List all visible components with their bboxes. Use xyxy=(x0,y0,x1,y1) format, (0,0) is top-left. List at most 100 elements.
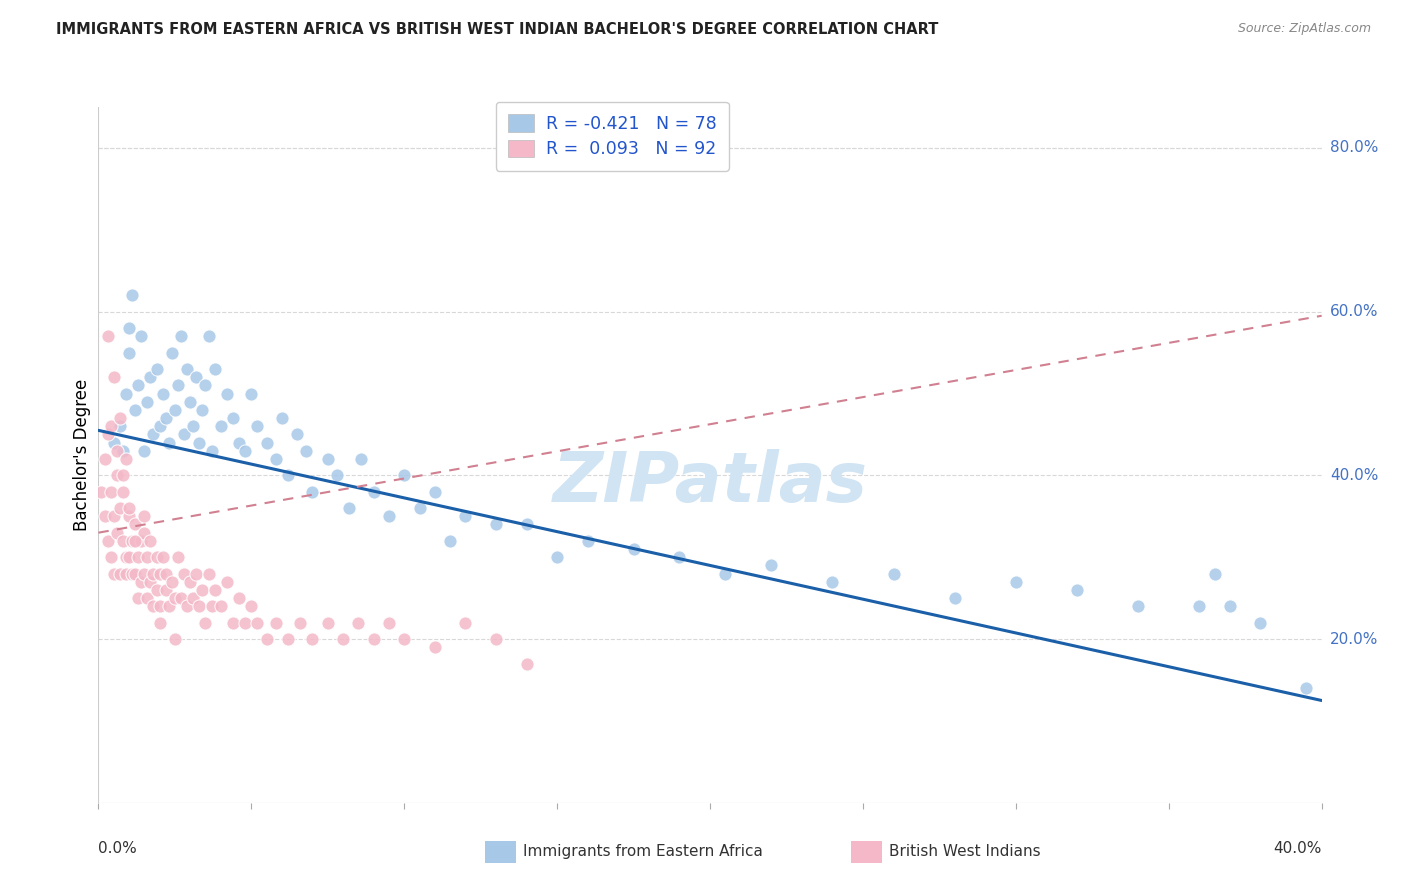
Text: British West Indians: British West Indians xyxy=(889,845,1040,859)
Point xyxy=(378,509,401,524)
Y-axis label: Bachelor's Degree: Bachelor's Degree xyxy=(73,379,91,531)
Point xyxy=(485,517,508,532)
Point xyxy=(167,378,190,392)
Point xyxy=(124,517,146,532)
Point xyxy=(181,591,204,606)
Text: 40.0%: 40.0% xyxy=(1330,468,1378,483)
Point xyxy=(546,550,568,565)
Point xyxy=(160,574,183,589)
Point xyxy=(145,362,167,376)
Point xyxy=(576,533,599,548)
Point xyxy=(1204,566,1226,581)
Point xyxy=(316,615,339,630)
Point xyxy=(118,550,141,565)
Point xyxy=(136,550,159,565)
Point xyxy=(115,566,138,581)
Point xyxy=(134,443,156,458)
Point xyxy=(124,403,146,417)
Point xyxy=(186,370,208,384)
Point xyxy=(301,484,323,499)
Point xyxy=(115,550,138,565)
Text: Source: ZipAtlas.com: Source: ZipAtlas.com xyxy=(1237,22,1371,36)
Point xyxy=(134,566,156,581)
Point xyxy=(392,468,416,483)
Point xyxy=(197,329,219,343)
Point xyxy=(105,443,128,458)
Point xyxy=(246,419,269,434)
Point xyxy=(152,550,174,565)
Point xyxy=(516,517,538,532)
Point xyxy=(129,574,152,589)
Point xyxy=(124,533,146,548)
Point xyxy=(228,591,250,606)
Point xyxy=(363,632,385,646)
Point xyxy=(439,533,461,548)
Point xyxy=(173,566,195,581)
Point xyxy=(256,435,278,450)
Point xyxy=(108,501,131,516)
Point xyxy=(188,435,211,450)
Point xyxy=(118,501,141,516)
Point xyxy=(142,427,165,442)
Point xyxy=(714,566,737,581)
Point xyxy=(108,419,131,434)
Point xyxy=(215,574,238,589)
Point xyxy=(222,411,245,425)
Point xyxy=(127,378,149,392)
Point xyxy=(142,566,165,581)
Point xyxy=(408,501,430,516)
Point xyxy=(1188,599,1211,614)
Point xyxy=(270,411,292,425)
Point xyxy=(200,443,222,458)
Point xyxy=(163,632,186,646)
Point xyxy=(97,533,120,548)
Text: 0.0%: 0.0% xyxy=(98,841,138,856)
Legend: R = -0.421   N = 78, R =  0.093   N = 92: R = -0.421 N = 78, R = 0.093 N = 92 xyxy=(495,102,728,170)
Point xyxy=(149,615,172,630)
Point xyxy=(160,345,183,359)
Point xyxy=(179,394,201,409)
Point xyxy=(121,288,143,302)
Point xyxy=(155,582,177,597)
Text: 60.0%: 60.0% xyxy=(1330,304,1378,319)
Point xyxy=(623,542,645,557)
Point xyxy=(277,468,299,483)
Point xyxy=(264,452,287,467)
Point xyxy=(118,321,141,335)
Point xyxy=(134,509,156,524)
Point xyxy=(316,452,339,467)
Point xyxy=(170,329,193,343)
Point xyxy=(378,615,401,630)
Point xyxy=(124,566,146,581)
Point xyxy=(105,468,128,483)
Point xyxy=(191,403,214,417)
Point xyxy=(240,599,263,614)
Point xyxy=(454,615,477,630)
Point xyxy=(115,386,138,401)
Point xyxy=(167,550,190,565)
Point xyxy=(149,599,172,614)
Point xyxy=(118,509,141,524)
Point xyxy=(145,550,167,565)
Point xyxy=(943,591,966,606)
Point xyxy=(215,386,238,401)
Point xyxy=(121,533,143,548)
Point xyxy=(228,435,250,450)
Point xyxy=(197,566,219,581)
Point xyxy=(423,484,446,499)
Point xyxy=(1295,681,1317,696)
Point xyxy=(97,329,120,343)
Point xyxy=(100,484,122,499)
Point xyxy=(139,370,162,384)
Point xyxy=(90,484,112,499)
Point xyxy=(1004,574,1026,589)
Point xyxy=(332,632,354,646)
Point xyxy=(181,419,204,434)
Point xyxy=(290,615,312,630)
Point xyxy=(93,509,115,524)
Point xyxy=(209,599,232,614)
Point xyxy=(100,419,122,434)
Point xyxy=(204,362,226,376)
Point xyxy=(233,443,256,458)
Text: ZIPatlas: ZIPatlas xyxy=(553,450,868,516)
